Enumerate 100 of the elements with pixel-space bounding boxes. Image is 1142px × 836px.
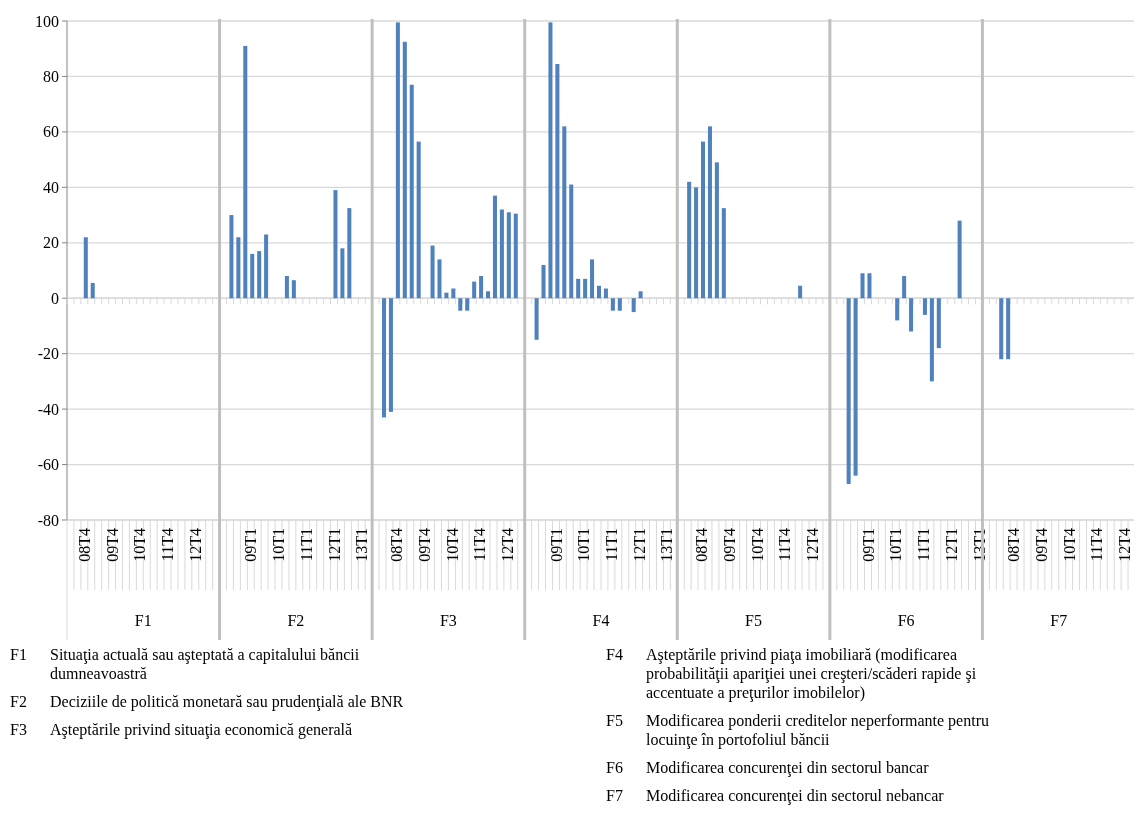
x-tick-label: 09T1 [547, 528, 565, 562]
bar [416, 141, 421, 299]
bar [90, 282, 95, 299]
bar [451, 288, 456, 299]
bar [701, 141, 706, 299]
text: Aşteptările privind piaţa imobiliară (modificarea probabilităţii apariţiei unei creşteri/scăderi rapide şi accentuate a preţurilor imobilelor) [646, 646, 977, 702]
text: F2 [287, 612, 305, 629]
text: F3 [10, 721, 27, 738]
bar [499, 209, 504, 299]
x-tick-label: 12T4 [804, 528, 822, 562]
y-tick-label: 60 [43, 123, 59, 141]
text: F4 [606, 646, 623, 663]
bar [291, 280, 296, 299]
bar [444, 292, 449, 299]
bar [687, 181, 692, 299]
bar [576, 278, 581, 299]
bar [430, 245, 435, 299]
x-tick-label: 11T1 [603, 528, 620, 562]
x-tick-label: 10T1 [887, 528, 905, 562]
y-tick-label: -20 [37, 345, 59, 363]
y-tick-label: 80 [43, 68, 59, 86]
bar [902, 276, 907, 299]
bar [381, 298, 387, 418]
x-tick-label: 09T4 [720, 528, 738, 562]
x-tick-label: 10T1 [270, 528, 288, 562]
x-tick-label: 10T1 [575, 528, 593, 562]
text: Deciziile de politică monetară sau prudenţială ale BNR [50, 693, 404, 711]
bar [472, 281, 477, 299]
x-tick-label: 12T4 [1116, 528, 1134, 562]
x-tick-label: 09T1 [859, 528, 877, 562]
bar [465, 298, 470, 311]
bar [583, 278, 588, 299]
bar [798, 285, 803, 299]
bar [548, 22, 553, 299]
text: Situaţia actuală sau aşteptată a capitalului băncii dumneavoastră [50, 646, 360, 682]
bar [562, 126, 567, 299]
bar [395, 22, 400, 299]
bar [603, 288, 608, 299]
x-tick-label: 09T4 [415, 528, 433, 562]
x-tick-label: 08T4 [1005, 528, 1023, 562]
x-tick-label: 11T4 [776, 528, 794, 562]
bar [631, 298, 636, 313]
bar [284, 276, 289, 299]
bar [506, 212, 511, 299]
y-tick-label: 100 [35, 12, 59, 30]
bar [513, 213, 518, 299]
bar [388, 298, 393, 412]
bar [596, 285, 601, 299]
bar [707, 126, 712, 299]
y-tick-label: 20 [43, 234, 59, 252]
x-tick-label: 13T1 [658, 528, 676, 562]
bar [590, 259, 595, 299]
text: F6 [897, 612, 915, 629]
x-tick-label: 08T4 [388, 528, 406, 562]
bar [409, 84, 414, 299]
bar [340, 248, 345, 299]
bar [909, 298, 914, 332]
y-tick-label: -80 [37, 511, 59, 529]
bar [541, 264, 546, 299]
x-tick-label: 10T4 [748, 528, 766, 562]
x-tick-label: 08T4 [75, 528, 93, 562]
x-tick-label: 12T4 [498, 528, 516, 562]
bar [922, 298, 927, 315]
x-tick-label: 10T4 [131, 528, 149, 562]
bar [867, 273, 872, 299]
bar [264, 234, 269, 299]
text: Modificarea ponderii creditelor neperformante pentru locuinţe în portofoliul băncii [646, 712, 989, 749]
bar [714, 162, 719, 299]
bar [617, 298, 622, 311]
y-tick-label: -40 [37, 400, 59, 418]
bar [929, 298, 934, 382]
text: F5 [745, 612, 763, 629]
text: F6 [606, 759, 623, 776]
bar [437, 259, 442, 299]
bar [694, 187, 699, 299]
x-tick-label: 12T1 [942, 528, 960, 562]
bar [250, 253, 255, 299]
text: F5 [606, 712, 623, 729]
bar [936, 298, 941, 349]
bar [721, 208, 726, 299]
x-tick-label: 12T4 [186, 528, 204, 562]
x-tick-label: 09T4 [1032, 528, 1050, 562]
y-tick-label: 0 [51, 289, 59, 307]
bar [333, 190, 338, 299]
y-tick-label: 40 [43, 178, 59, 196]
x-tick-label: 09T4 [103, 528, 121, 562]
text: F4 [592, 612, 610, 629]
bar [486, 291, 491, 299]
bar [479, 276, 484, 299]
bar [957, 220, 962, 299]
bar [610, 298, 615, 311]
bar [257, 251, 262, 299]
x-tick-label: 11T4 [1088, 528, 1106, 562]
text: Aşteptările privind situaţia economică generală [50, 721, 353, 739]
bar [1006, 298, 1011, 360]
x-tick-label: 11T1 [915, 528, 933, 562]
text: F1 [10, 646, 27, 663]
text: F1 [134, 612, 152, 629]
x-tick-label: 09T1 [242, 528, 260, 562]
bar [236, 237, 241, 299]
